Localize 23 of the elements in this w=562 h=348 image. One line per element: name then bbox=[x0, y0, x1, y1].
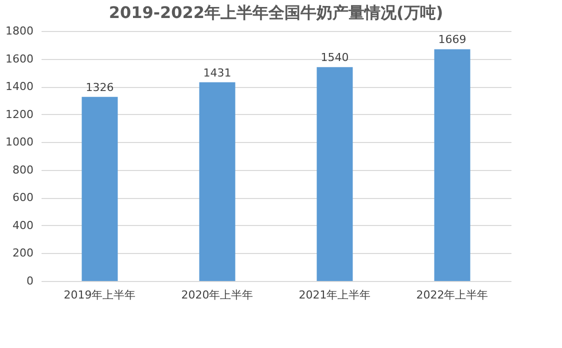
y-tick-label: 1600 bbox=[6, 52, 34, 66]
y-tick-label: 800 bbox=[12, 163, 34, 176]
y-tick-label: 600 bbox=[12, 191, 34, 204]
y-tick-label: 1800 bbox=[6, 24, 34, 38]
data-label: 1669 bbox=[438, 33, 466, 46]
bar bbox=[82, 96, 118, 281]
x-tick-label: 2019年上半年 bbox=[64, 288, 136, 302]
y-tick-label: 400 bbox=[12, 218, 34, 232]
y-tick-label: 200 bbox=[12, 246, 34, 260]
y-tick-label: 1400 bbox=[6, 80, 34, 94]
y-tick-label: 1000 bbox=[6, 136, 34, 149]
x-tick-label: 2020年上半年 bbox=[181, 288, 254, 302]
bar bbox=[199, 82, 236, 281]
x-tick-label: 2022年上半年 bbox=[416, 288, 488, 302]
y-tick-label: 0 bbox=[26, 274, 34, 288]
bar bbox=[316, 67, 353, 281]
bar bbox=[434, 49, 470, 281]
chart-title: 2019-2022年上半年全国牛奶产量情况(万吨) bbox=[108, 3, 444, 22]
data-label: 1540 bbox=[320, 51, 349, 64]
data-label: 1326 bbox=[86, 80, 114, 94]
data-label: 1431 bbox=[203, 66, 232, 80]
x-tick-label: 2021年上半年 bbox=[298, 288, 371, 302]
y-tick-label: 1200 bbox=[6, 108, 34, 121]
